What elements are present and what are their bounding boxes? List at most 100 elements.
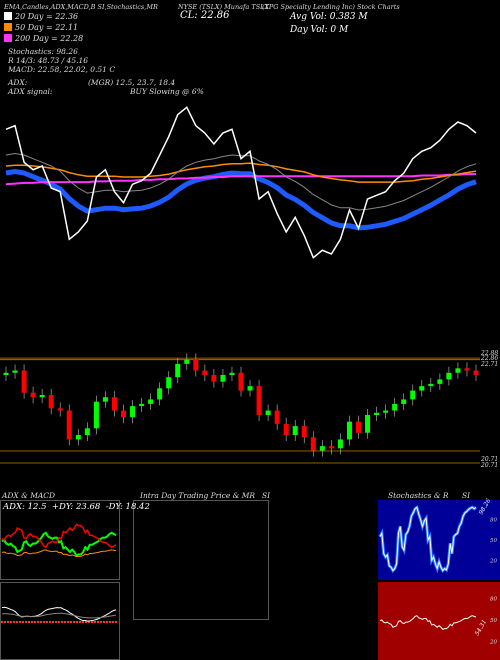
macd-signal-line [1, 612, 117, 619]
candle-body [392, 403, 398, 411]
main-price-chart: 30 Sep 202401 Oct02 Oct03 Oct04 Oct07 Oc… [0, 106, 480, 470]
candle-body [383, 410, 389, 413]
ema200-line [5, 173, 476, 186]
stoch-tick-label: 80 [490, 518, 497, 524]
stoch-value-label: 98.26 [478, 497, 493, 516]
candle-body [410, 390, 416, 400]
candle-body [184, 359, 190, 364]
plus-di-value: +DY: 23.68 [51, 502, 101, 512]
candle-body [283, 423, 289, 435]
candle-body [473, 370, 479, 375]
candle-body [66, 410, 72, 440]
adx-panel [0, 500, 120, 580]
adx-signal-label: ADX signal: [8, 87, 53, 96]
indicators-line: EMA,Candles,ADX,MACD,B SI,Stochastics,MR [4, 3, 158, 11]
candle-body [356, 421, 361, 433]
blue-band-line [5, 168, 477, 231]
candle-body [157, 388, 163, 400]
candle-body [12, 370, 18, 373]
stoch-k-line [379, 506, 477, 572]
r-readout: R 14/3: 48.73 / 45.16 [8, 56, 89, 65]
price-label-low2: 20.71 [481, 462, 499, 469]
candle-body [374, 412, 380, 415]
candle-body [175, 363, 181, 378]
adx-value: ADX: 12.5 [3, 502, 47, 512]
legend-swatch [4, 23, 12, 31]
macd-line [1, 606, 117, 622]
candle-body [48, 395, 54, 409]
candle-body [93, 401, 99, 429]
candle-body [57, 408, 63, 411]
close-label: CL: 22.86 [180, 10, 230, 21]
legend-label: 20 Day = 22.36 [15, 12, 79, 21]
candle-body [21, 370, 27, 393]
price-label-low: 20.71 [481, 456, 499, 463]
candle-body [202, 370, 208, 375]
ticker-line: NYSE (TSLX) Munafa TSLX [178, 3, 270, 11]
legend-item-ema200: 200 Day = 22.28 [4, 34, 83, 43]
minus-di-value: -DY: 18.42 [105, 502, 150, 512]
candle-body [256, 386, 262, 415]
intraday-panel [133, 500, 269, 620]
ema20-line [5, 152, 477, 211]
candle-body [310, 437, 316, 451]
adx-readout: ADX: 12.5 +DY: 23.68 -DY: 18.42 [3, 502, 150, 512]
candle-body [30, 392, 36, 398]
candle-body [39, 395, 45, 398]
candle-body [247, 386, 253, 391]
adx-panel-title: ADX & MACD [2, 491, 56, 500]
legend-label: 50 Day = 22.11 [15, 23, 79, 32]
stoch-tick-label: 20 [489, 558, 497, 564]
legend-item-ema20: 20 Day = 22.36 [4, 12, 83, 21]
intraday-panel-title: Intra Day Trading Price & MR [140, 491, 256, 500]
candle-body [428, 383, 434, 387]
chart-title: (TPG Specialty Lending Inc) Stock Charts [262, 3, 400, 11]
day-volume: Day Vol: 0 M [290, 25, 349, 35]
legend-swatch [4, 34, 12, 42]
legend-swatch [4, 12, 12, 20]
ema50-line [5, 162, 477, 183]
candle-body [121, 410, 126, 418]
candle-body [274, 410, 280, 424]
candle-body [75, 435, 81, 440]
candle-body [419, 386, 425, 391]
candle-body [292, 426, 298, 435]
macd-readout: MACD: 22.58, 22.02, 0.51 C [8, 65, 116, 74]
legend-item-ema50: 50 Day = 22.11 [4, 23, 83, 32]
candle-body [446, 372, 452, 380]
candle-body [139, 403, 145, 407]
stoch-panel-suffix: SI [462, 491, 471, 500]
candle-body [319, 446, 325, 451]
minus-di-line [1, 523, 117, 549]
candle-body [84, 428, 90, 435]
adx-line [1, 549, 117, 558]
candle-body [148, 399, 154, 404]
candle-body [130, 406, 136, 418]
candle-body [328, 446, 334, 449]
legend-label: 200 Day = 22.28 [15, 34, 84, 43]
rsi-value-label: 54.31 [474, 619, 489, 637]
candle-body [365, 415, 371, 433]
adx-label: ADX: [8, 78, 28, 87]
candle-body [301, 426, 307, 438]
candle-body [193, 359, 199, 371]
intraday-panel-suffix: SI [262, 491, 271, 500]
plus-di-line [1, 531, 117, 557]
candle-body [265, 410, 271, 415]
avg-volume: Avg Vol: 0.383 M [290, 12, 368, 22]
rsi-tick-label: 80 [490, 596, 497, 602]
price-label-top2: 22.86 [481, 355, 499, 362]
candle-body [337, 439, 343, 449]
candle-body [455, 368, 461, 373]
adx-values: (MGR) 12.5, 23.7, 18.4 [88, 78, 176, 87]
price-label-mid: 22.71 [481, 361, 499, 368]
candle-body [437, 379, 443, 384]
rsi-tick-label: 20 [489, 640, 497, 646]
price-line [5, 106, 477, 259]
candle-body [346, 421, 352, 440]
rsi-tick-label: 50 [490, 618, 497, 624]
candle-body [220, 375, 226, 382]
stoch-panel-title: Stochastics & R [388, 491, 449, 500]
rsi-line [379, 615, 477, 630]
stochastics-readout: Stochastics: 98.26 [8, 47, 78, 56]
